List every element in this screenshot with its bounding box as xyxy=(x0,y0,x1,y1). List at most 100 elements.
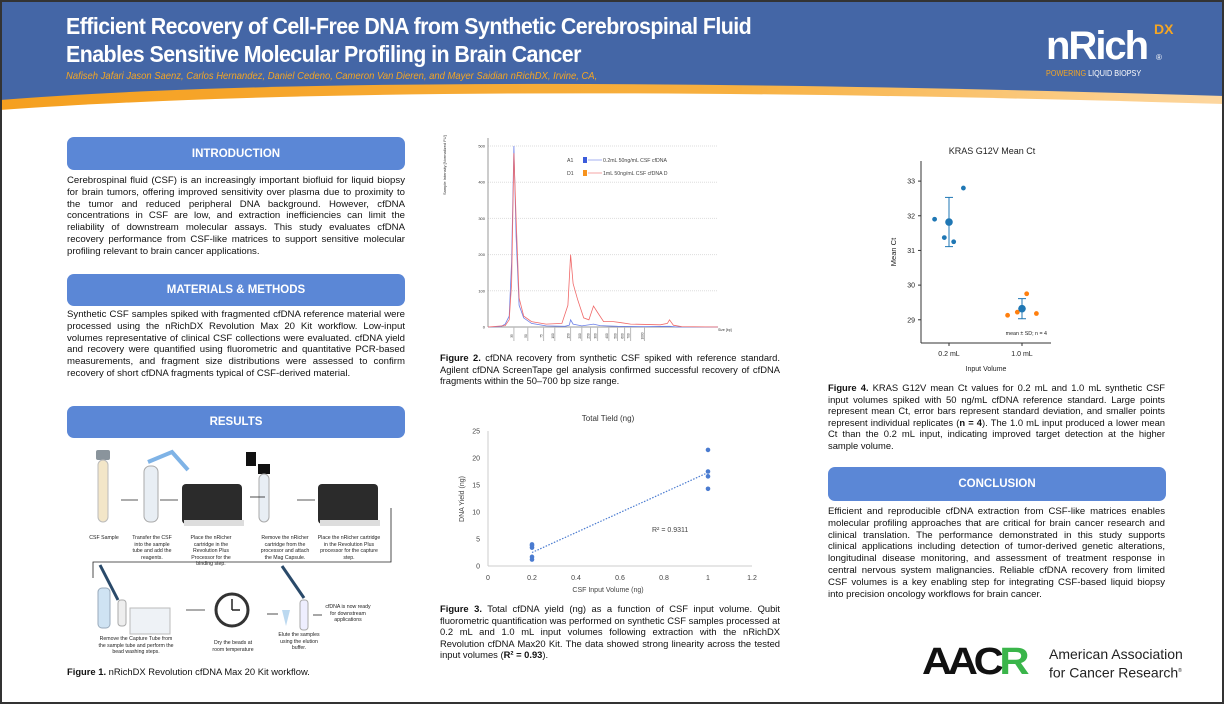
fig4-replicate-point xyxy=(1034,311,1039,316)
fig4-y-tick: 32 xyxy=(907,213,915,220)
fig4-replicate-point xyxy=(1005,312,1010,318)
workflow-diagram xyxy=(92,449,392,635)
figure2-caption: Figure 2. cfDNA recovery from synthetic … xyxy=(440,352,780,387)
figure1-text: nRichDX Revolution cfDNA Max 20 Kit work… xyxy=(106,666,310,677)
fig3-trendline xyxy=(531,472,709,554)
fig2-x-tick: 100 xyxy=(551,333,555,339)
fig4-ylabel: Mean Ct xyxy=(889,237,898,266)
logo-reg: ® xyxy=(1156,53,1162,62)
workflow-step-9: cfDNA is now ready for downstream applic… xyxy=(325,604,371,623)
fig4-mean-point xyxy=(1018,304,1026,313)
csf-tube-icon xyxy=(96,450,110,523)
logo-tag-accent: POWERING xyxy=(1046,68,1087,78)
fig3-data-point xyxy=(529,554,535,560)
fig2-x-tick: 150 xyxy=(567,333,571,339)
fig2-x-tick: 50 xyxy=(524,334,528,338)
fig4-replicate-point xyxy=(941,235,947,241)
fig3-r2-annotation: R² = 0.9311 xyxy=(652,527,688,534)
fig3-y-tick: 10 xyxy=(472,510,480,517)
fig3-data-point xyxy=(705,486,711,492)
figure3-caption: Figure 3. Total cfDNA yield (ng) as a fu… xyxy=(440,603,780,661)
results-heading: RESULTS xyxy=(67,406,405,438)
fig2-x-tick: 250 xyxy=(586,333,590,339)
fig2-x-tick: 300 xyxy=(594,333,598,339)
fig2-x-tick: 700 xyxy=(627,333,631,339)
fig2-x-tick: 35 xyxy=(510,334,514,338)
fig2-y-tick: 500 xyxy=(478,144,485,149)
clock-icon xyxy=(214,592,250,628)
fig2-x-tick: 600 xyxy=(621,333,625,339)
fig2-x-tick: 400 xyxy=(605,333,609,339)
aacr-logo-main: AAC xyxy=(922,641,1004,683)
logo-word: nRich xyxy=(1046,24,1149,68)
total-yield-chart: Total Tield (ng) 0 5 10 15 20 25 0 0.2 0.4 0.6 0.8 1… xyxy=(459,414,757,594)
figure2-label: Figure 2. xyxy=(440,352,481,363)
fig3-y-tick: 5 xyxy=(476,537,480,544)
fig2-xlabel: Size [bp] xyxy=(718,328,732,332)
workflow-step-1: CSF Sample xyxy=(89,535,119,541)
workflow-step-2: Transfer the CSF into the sample tube an… xyxy=(132,535,172,561)
fig2-legend-swatch xyxy=(583,157,587,163)
fig2-y-tick: 200 xyxy=(478,252,485,257)
figure3-end: ). xyxy=(542,649,549,661)
workflow-arrows xyxy=(92,496,392,616)
logo-tag: LIQUID BIOPSY xyxy=(1086,68,1142,78)
aacr-line-1: American Association xyxy=(1049,646,1183,662)
fig2-x-tick: 500 xyxy=(613,333,617,339)
fig3-data-point xyxy=(705,474,711,479)
elution-tube-icon xyxy=(280,565,309,631)
fig2-ylabel: Sample Intensity [Normalized FU] xyxy=(442,135,447,195)
aacr-logo-r: R xyxy=(999,641,1029,683)
fig2-y-tick: 400 xyxy=(478,180,485,185)
workflow-step-3: Place the nRicher cartridge in the Revol… xyxy=(190,535,232,567)
fig4-x-tick: 0.2 mL xyxy=(938,351,960,358)
authors: Nafiseh Jafari Jason Saenz, Carlos Herna… xyxy=(66,70,598,82)
mag-capsule-icon xyxy=(246,452,270,523)
figure3-label: Figure 3. xyxy=(440,603,482,614)
fig2-x-tick: 75 xyxy=(540,334,544,338)
fig3-x-tick: 0.4 xyxy=(571,575,581,582)
fig2-y-tick: 100 xyxy=(478,288,485,293)
fig3-x-tick: 0.2 xyxy=(527,575,537,582)
fig2-y-tick: 0 xyxy=(483,325,486,330)
fig3-y-tick: 20 xyxy=(472,456,480,463)
fig2-legend-swatch xyxy=(583,170,587,176)
fig3-data-point xyxy=(705,469,711,474)
revolution-processor-icon xyxy=(182,484,244,526)
fig3-y-tick: 0 xyxy=(476,564,480,571)
fig4-replicate-point xyxy=(1014,309,1020,315)
figure4-caption: Figure 4. KRAS G12V mean Ct values for 0… xyxy=(828,382,1165,452)
aacr-logo: AACR xyxy=(922,641,1030,683)
poster-title: Efficient Recovery of Cell-Free DNA from… xyxy=(66,12,752,68)
fig3-y-tick: 15 xyxy=(472,483,480,490)
fig4-replicate-point xyxy=(1024,291,1030,297)
fig4-title: KRAS G12V Mean Ct xyxy=(949,146,1036,156)
kras-ct-chart: KRAS G12V Mean Ct 29 30 31 32 33 0.2 mL 1.0 mL I… xyxy=(889,146,1051,373)
fig3-x-tick: 0 xyxy=(486,575,490,582)
sample-tube-icon xyxy=(143,449,190,523)
fig2-x-tick: 1000 xyxy=(640,332,644,339)
fig4-annotation: mean ± SD; n = 4 xyxy=(1006,331,1047,337)
fig2-legend-label: 0.2mL 50ng/mL CSF cfDNA xyxy=(603,158,667,164)
figure1-label: Figure 1. xyxy=(67,666,107,677)
fig3-data-point xyxy=(529,542,535,547)
fig4-replicate-point xyxy=(961,185,966,191)
figure4-label: Figure 4. xyxy=(828,382,869,393)
figure2-text: cfDNA recovery from synthetic CSF spiked… xyxy=(440,352,780,387)
fig3-x-tick: 1.2 xyxy=(747,575,757,582)
fig2-legend-label: 1mL 50ng/mL CSF cfDNA D xyxy=(603,171,668,177)
figure4-text: KRAS G12V mean Ct values for 0.2 mL and … xyxy=(828,382,1165,428)
fig3-xlabel: CSF Input Volume (ng) xyxy=(572,587,643,594)
fig3-x-tick: 1 xyxy=(706,575,710,582)
fig4-replicate-point xyxy=(932,216,937,222)
workflow-step-4: Remove the nRicher cartridge from the pr… xyxy=(260,535,310,561)
nrichdx-logo: nRich DX ® POWERING LIQUID BIOPSY xyxy=(1046,22,1186,86)
fig3-ylabel: DNA Yield (ng) xyxy=(459,476,466,522)
fig4-mean-point xyxy=(945,218,953,226)
figure3-r2: R² = 0.93 xyxy=(503,649,543,661)
introduction-heading: INTRODUCTION xyxy=(67,137,405,170)
workflow-step-7: Dry the beads at room temperature xyxy=(212,640,254,653)
workflow-step-5: Place the nRicher cartridge in the Revol… xyxy=(317,535,381,561)
fig4-xlabel: Input Volume xyxy=(966,366,1007,373)
fig2-y-tick: 300 xyxy=(478,216,485,221)
